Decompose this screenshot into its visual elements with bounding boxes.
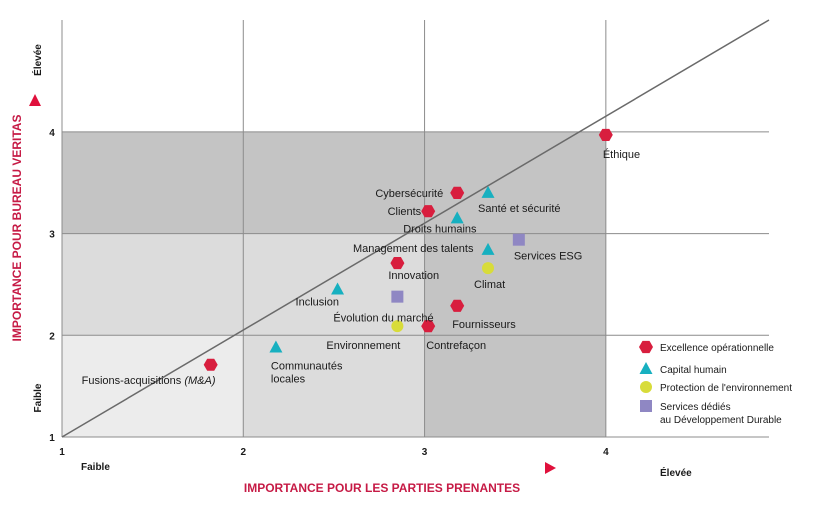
x-low-label: Faible [81, 462, 110, 473]
x-tick-label-1: 1 [59, 447, 65, 458]
x-high-label: Élevée [660, 466, 692, 479]
legend-label-excellence-operationnelle: Excellence opérationnelle [660, 343, 774, 354]
zone-3 [424, 335, 606, 437]
legend-label-protection-de-l-environnement: Protection de l'environnement [660, 383, 792, 394]
point-label-climat: Climat [474, 279, 505, 291]
point-contrefacon [421, 320, 436, 333]
x-axis-title: IMPORTANCE POUR LES PARTIES PRENANTES [244, 481, 520, 495]
point-label-fusions-acquisitions: Fusions-acquisitions (M&A) [82, 375, 216, 387]
y-high-label: Élevée [31, 44, 44, 76]
point-droits-humains [450, 211, 464, 224]
point-label-services-esg: Services ESG [514, 251, 582, 263]
y-low-label: Faible [33, 383, 44, 412]
legend-marker-excellence-operationnelle [639, 340, 653, 354]
y-tick-label-2: 2 [49, 331, 55, 342]
point-label-contrefacon: Contrefaçon [426, 340, 486, 352]
legend-marker-protection-de-l-environnement [640, 381, 652, 393]
point-label-management-des-talents: Management des talents [353, 243, 474, 255]
point-evolution-du-marche [391, 290, 404, 303]
labels-layer: Éthique Cybersécurité Clients Innovation Fou… [82, 148, 641, 387]
points-layer [203, 128, 613, 371]
y-tick-label-1: 1 [49, 433, 55, 444]
legend-label-services-dedies-au-developpement-durable: Services dédiés au Développement Durable [660, 402, 782, 426]
point-fournisseurs [450, 299, 465, 312]
point-management-des-talents [481, 242, 495, 255]
point-communautes-locales [269, 340, 283, 353]
point-inclusion [331, 282, 345, 295]
legend-label-capital-humain: Capital humain [660, 365, 727, 376]
point-label-sante-et-securite: Santé et sécurité [478, 203, 561, 215]
y-axis-title: IMPORTANCE POUR BUREAU VERITAS [10, 115, 24, 342]
point-fusions-acquisitions [203, 358, 218, 371]
ticks-layer: 1 2 3 4 1 2 3 4 [49, 128, 609, 458]
x-tick-label-2: 2 [241, 447, 247, 458]
y-axis-arrowhead [29, 94, 41, 106]
point-clients [421, 205, 436, 218]
point-label-innovation: Innovation [388, 270, 439, 282]
point-climat [482, 262, 495, 275]
point-environnement [391, 320, 404, 333]
point-label-ethique: Éthique [603, 148, 640, 161]
point-label-clients: Clients [388, 206, 422, 218]
x-tick-label-3: 3 [422, 447, 428, 458]
point-label-fournisseurs: Fournisseurs [452, 319, 516, 331]
x-tick-label-4: 4 [603, 447, 609, 458]
zone-6 [62, 131, 606, 234]
zones-layer [62, 131, 606, 437]
y-tick-label-4: 4 [49, 128, 55, 139]
reference-diagonal-line [61, 19, 770, 438]
legend: Excellence opérationnelle Capital humain P… [639, 340, 792, 426]
point-label-inclusion: Inclusion [296, 297, 339, 309]
point-services-esg [512, 233, 525, 246]
point-label-evolution-du-marche: Évolution du marché [333, 312, 433, 325]
point-label-cybersecurite: Cybersécurité [375, 188, 443, 200]
x-axis-arrowhead [545, 462, 556, 474]
legend-marker-capital-humain [639, 362, 653, 374]
legend-marker-services-dedies-au-developpement-durable [640, 400, 652, 412]
point-label-droits-humains: Droits humains [403, 223, 477, 235]
point-ethique [598, 128, 613, 141]
reference-line-layer [61, 19, 770, 438]
point-cybersecurite [450, 186, 465, 199]
y-tick-label-3: 3 [49, 230, 55, 241]
zone-5 [424, 233, 606, 336]
point-sante-et-securite [481, 185, 495, 198]
grid-layer [61, 20, 769, 438]
point-label-communautes-locales: Communautés locales [271, 360, 343, 385]
point-innovation [390, 257, 405, 270]
point-label-environnement: Environnement [326, 340, 400, 352]
